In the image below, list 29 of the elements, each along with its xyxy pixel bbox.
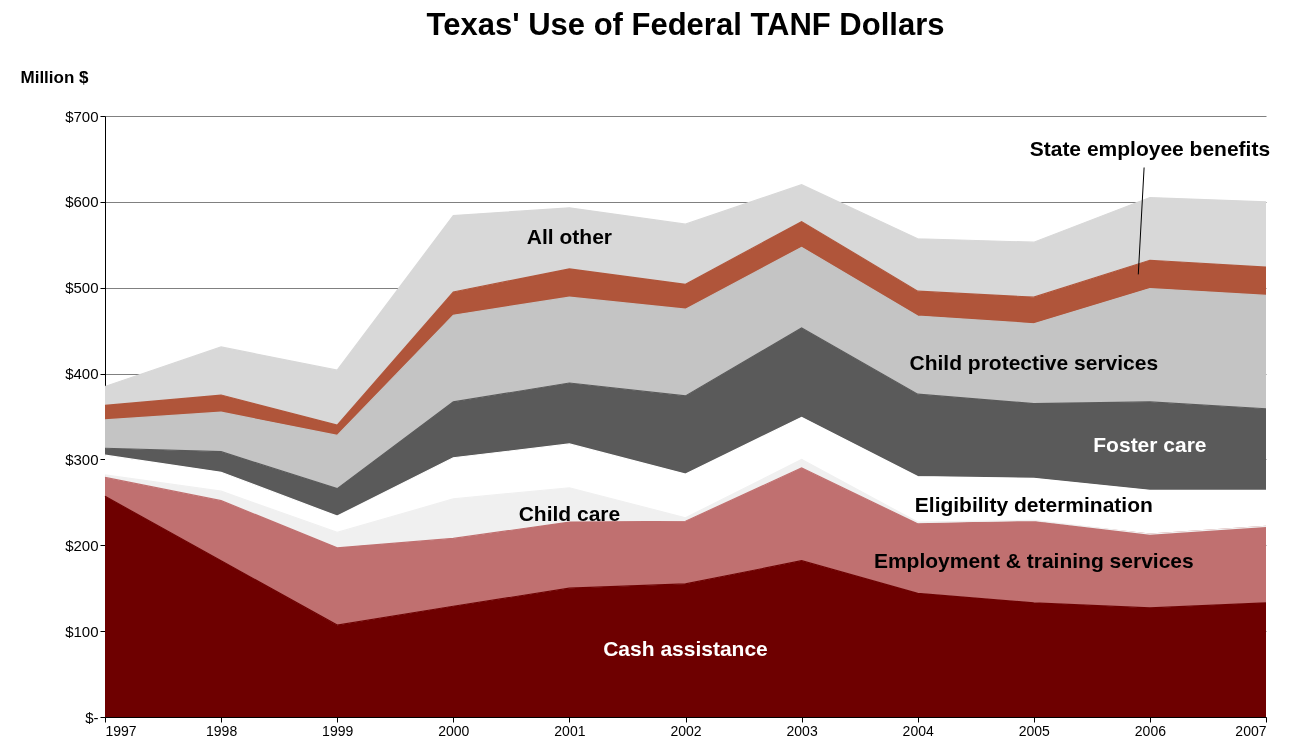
x-tick-label: 2002 [670,722,702,739]
x-tick-label: 2000 [438,722,470,739]
y-tick-label: $100 [65,622,99,640]
y-tick-label: $300 [65,450,99,468]
series-label: Child protective services [909,350,1159,374]
series-label: Foster care [1093,433,1207,457]
series-label: Employment & training services [873,549,1194,573]
x-tick-label: 1998 [206,722,238,739]
x-tick-label: 2004 [902,722,934,739]
x-tick-label: 1997 [105,722,137,739]
y-axis-title: Million $ [20,67,90,87]
series-label: Eligibility determination [914,493,1153,517]
series-label: Cash assistance [603,637,768,661]
x-tick-label: 2003 [786,722,818,739]
y-tick-label: $- [85,708,99,726]
x-tick-label: 2007 [1235,722,1267,739]
series-label: Child care [518,502,621,526]
y-tick-label: $400 [65,365,99,383]
text: State employee benefits [1029,137,1271,161]
y-tick-label: $600 [65,193,99,211]
series-label: All other [526,225,612,249]
x-tick-label: 2001 [554,722,586,739]
chart-title: Texas' Use of Federal TANF Dollars [426,7,945,42]
x-tick-label: 2006 [1134,722,1167,739]
y-tick-label: $500 [65,279,99,297]
x-tick-label: 1999 [322,722,354,739]
x-tick-label: 2005 [1018,722,1051,739]
y-tick-label: $700 [65,107,99,125]
y-tick-label: $200 [65,536,99,554]
